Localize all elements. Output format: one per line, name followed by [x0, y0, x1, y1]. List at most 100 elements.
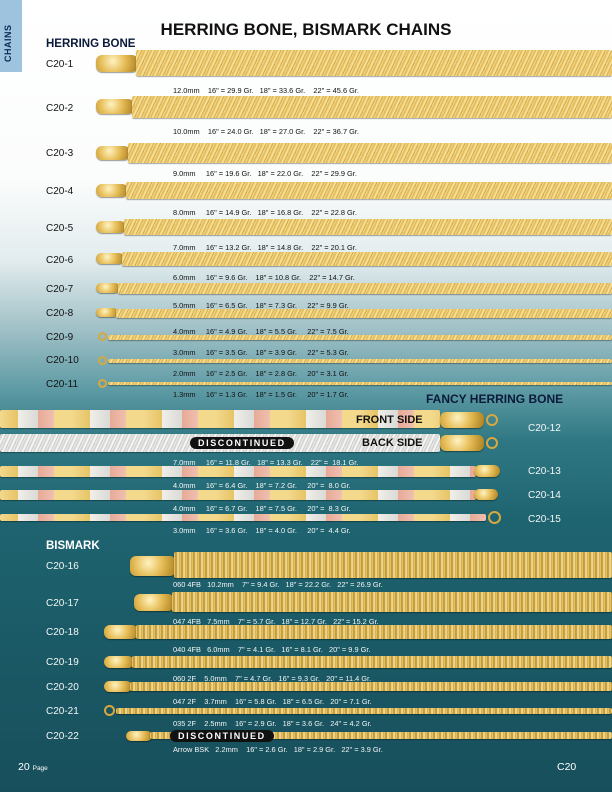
chain-image	[0, 514, 486, 521]
item-spec: 4.0mm 16" = 6.4 Gr. 18" = 7.2 Gr. 20" = …	[173, 481, 351, 490]
chain-image	[136, 625, 612, 639]
item-code: C20-22	[46, 731, 79, 742]
item-spec: 035 2F 2.5mm 16" = 2.9 Gr. 18" = 3.6 Gr.…	[173, 719, 372, 728]
item-spec: 047 2F 3.7mm 16" = 5.8 Gr. 18" = 6.5 Gr.…	[173, 697, 372, 706]
section-fancy-herring-bone: FANCY HERRING BONE	[426, 392, 564, 406]
item-code: C20-3	[46, 148, 74, 159]
item-code: C20-8	[46, 308, 74, 319]
item-code: C20-7	[46, 284, 74, 295]
lobster-clasp	[474, 465, 500, 477]
item-spec: 5.0mm 16" = 6.5 Gr. 18" = 7.3 Gr. 22" = …	[173, 301, 349, 310]
lobster-clasp	[96, 55, 138, 72]
item-spec: 4.0mm 16" = 4.9 Gr. 18" = 5.5 Gr. 22" = …	[173, 327, 349, 336]
item-spec: 4.0mm 16" = 6.7 Gr. 18" = 7.5 Gr. 20" = …	[173, 504, 351, 513]
item-spec: 3.0mm 16" = 3.5 Gr. 18" = 3.9 Gr. 22" = …	[173, 348, 349, 357]
chain-image	[116, 708, 612, 714]
chains-side-tab: CHAINS	[0, 0, 22, 72]
lobster-clasp	[96, 253, 124, 264]
chain-image	[132, 96, 612, 118]
item-code: C20-21	[46, 706, 79, 717]
spring-ring-clasp	[486, 437, 498, 449]
page-word: Page	[32, 765, 48, 772]
chain-image	[108, 359, 612, 363]
item-code: C20-20	[46, 682, 79, 693]
spring-ring-clasp	[98, 379, 107, 388]
item-spec: 1.3mm 16" = 1.3 Gr. 18" = 1.5 Gr. 20" = …	[173, 390, 349, 399]
discontinued-badge: DISCONTINUED	[170, 730, 274, 742]
item-spec: 10.0mm 16" = 24.0 Gr. 18" = 27.0 Gr. 22"…	[173, 127, 359, 136]
item-code: C20-15	[528, 514, 561, 525]
spring-ring-clasp	[486, 414, 498, 426]
chain-image	[116, 309, 612, 318]
item-spec: 060 2F 5.0mm 7" = 4.7 Gr. 16" = 9.3 Gr. …	[173, 674, 372, 683]
chain-image	[150, 732, 612, 739]
lobster-clasp	[104, 656, 134, 668]
item-spec: 9.0mm 16" = 19.6 Gr. 18" = 22.0 Gr. 22" …	[173, 169, 357, 178]
item-spec: 7.0mm 16" = 13.2 Gr. 18" = 14.8 Gr. 22" …	[173, 243, 357, 252]
chain-image	[136, 50, 612, 76]
chain-image	[122, 252, 612, 266]
spring-ring-clasp	[98, 332, 107, 341]
item-code: C20-18	[46, 627, 79, 638]
item-code: C20-11	[46, 379, 79, 390]
spring-ring-clasp	[488, 511, 501, 524]
item-spec: 060 4FB 10.2mm 7" = 9.4 Gr. 18" = 22.2 G…	[173, 580, 383, 589]
item-code: C20-1	[46, 59, 74, 70]
chain-image	[132, 656, 612, 668]
chain-image	[118, 283, 612, 294]
spring-ring-clasp	[104, 705, 115, 716]
chain-image-front	[0, 410, 440, 428]
chain-image	[0, 466, 476, 477]
lobster-clasp	[96, 308, 118, 317]
item-spec: Arrow BSK 2.2mm 16" = 2.6 Gr. 18" = 2.9 …	[173, 745, 383, 754]
item-spec: 047 4FB 7.5mm 7" = 5.7 Gr. 18" = 12.7 Gr…	[173, 617, 379, 626]
item-spec: 8.0mm 16" = 14.9 Gr. 18" = 16.8 Gr. 22" …	[173, 208, 357, 217]
spring-ring-clasp	[98, 356, 107, 365]
item-spec: 3.0mm 16" = 3.6 Gr. 18" = 4.0 Gr. 20" = …	[173, 526, 351, 535]
lobster-clasp	[96, 184, 128, 197]
chain-image	[128, 143, 612, 163]
section-herring-bone: HERRING BONE	[46, 38, 136, 50]
item-code: C20-9	[46, 332, 74, 343]
page-number-value: 20	[18, 761, 30, 773]
chain-image	[108, 382, 612, 385]
chain-image	[124, 219, 612, 235]
lobster-clasp	[134, 594, 174, 611]
back-side-label: BACK SIDE	[362, 437, 423, 449]
item-spec: 040 4FB 6.0mm 7" = 4.1 Gr. 16" = 8.1 Gr.…	[173, 645, 371, 654]
front-side-label: FRONT SIDE	[356, 414, 423, 426]
chain-image	[126, 182, 612, 199]
lobster-clasp	[126, 731, 152, 741]
item-code: C20-5	[46, 223, 74, 234]
item-code: C20-17	[46, 598, 79, 609]
item-code: C20-14	[528, 490, 561, 501]
lobster-clasp	[104, 681, 132, 692]
lobster-clasp	[104, 625, 138, 639]
item-code: C20-4	[46, 186, 74, 197]
item-code: C20-13	[528, 466, 561, 477]
item-code: C20-2	[46, 103, 74, 114]
chain-image	[174, 552, 612, 578]
lobster-clasp	[96, 99, 134, 114]
lobster-clasp	[96, 283, 120, 293]
lobster-clasp	[474, 489, 498, 500]
discontinued-badge: DISCONTINUED	[190, 437, 294, 449]
lobster-clasp	[130, 556, 176, 576]
page-title: HERRING BONE, BISMARK CHAINS	[160, 20, 452, 39]
chain-image	[108, 335, 612, 340]
lobster-clasp	[96, 146, 130, 160]
lobster-clasp	[440, 412, 484, 428]
lobster-clasp	[96, 221, 126, 233]
page-number: 20 Page	[18, 761, 48, 773]
item-code: C20-10	[46, 355, 79, 366]
chain-image	[172, 592, 612, 612]
chain-image	[130, 682, 612, 691]
item-spec: 12.0mm 16" = 29.9 Gr. 18" = 33.6 Gr. 22"…	[173, 86, 359, 95]
lobster-clasp	[440, 435, 484, 451]
item-code: C20-16	[46, 561, 79, 572]
item-spec: 6.0mm 16" = 9.6 Gr. 18" = 10.8 Gr. 22" =…	[173, 273, 355, 282]
item-spec: 7.0mm 16" = 11.8 Gr. 18" = 13.3 Gr. 22" …	[173, 458, 359, 467]
item-code: C20-12	[528, 423, 561, 434]
page-code: C20	[557, 761, 577, 773]
item-spec: 2.0mm 16" = 2.5 Gr. 18" = 2.8 Gr. 20" = …	[173, 369, 349, 378]
